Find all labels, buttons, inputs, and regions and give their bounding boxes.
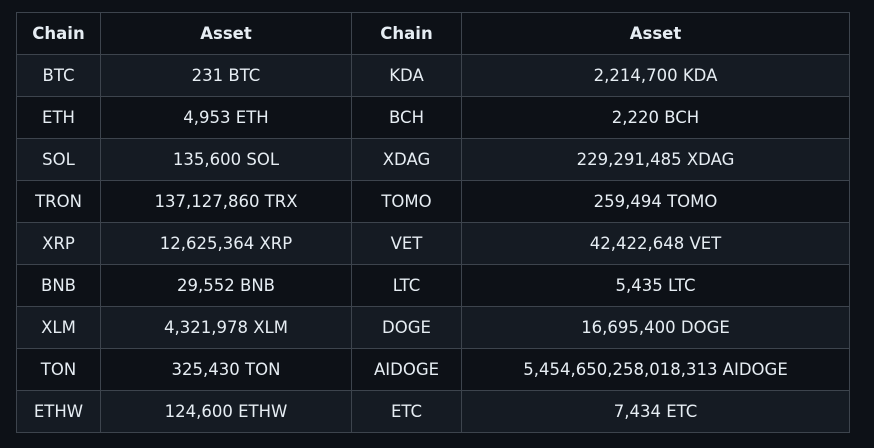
chain-cell: ETHW — [16, 390, 101, 433]
chain-cell-2: VET — [351, 222, 462, 265]
chain-cell-2: TOMO — [351, 180, 462, 223]
asset-cell: 135,600 SOL — [100, 138, 352, 181]
chain-cell-2: AIDOGE — [351, 348, 462, 391]
header-row: Chain Asset Chain Asset — [16, 12, 850, 55]
asset-cell: 4,321,978 XLM — [100, 306, 352, 349]
asset-cell-2: 16,695,400 DOGE — [461, 306, 850, 349]
asset-cell-2: 42,422,648 VET — [461, 222, 850, 265]
column-header-asset: Asset — [100, 12, 352, 55]
table-row: ETH 4,953 ETH BCH 2,220 BCH — [16, 96, 850, 139]
asset-cell: 137,127,860 TRX — [100, 180, 352, 223]
chain-cell: XRP — [16, 222, 101, 265]
asset-cell-2: 229,291,485 XDAG — [461, 138, 850, 181]
chain-cell: TON — [16, 348, 101, 391]
chain-asset-table: Chain Asset Chain Asset BTC 231 BTC KDA 2,2… — [16, 12, 850, 433]
asset-cell: 231 BTC — [100, 54, 352, 97]
table-header: Chain Asset Chain Asset — [16, 12, 850, 55]
table-row: TON 325,430 TON AIDOGE 5,454,650,258,018,31… — [16, 348, 850, 391]
table-row: XRP 12,625,364 XRP VET 42,422,648 VET — [16, 222, 850, 265]
asset-cell: 325,430 TON — [100, 348, 352, 391]
table-row: BTC 231 BTC KDA 2,214,700 KDA — [16, 54, 850, 97]
chain-cell: BNB — [16, 264, 101, 307]
chain-cell-2: LTC — [351, 264, 462, 307]
chain-cell: ETH — [16, 96, 101, 139]
asset-cell-2: 2,214,700 KDA — [461, 54, 850, 97]
table-row: ETHW 124,600 ETHW ETC 7,434 ETC — [16, 390, 850, 433]
chain-cell: SOL — [16, 138, 101, 181]
asset-cell-2: 2,220 BCH — [461, 96, 850, 139]
table-row: BNB 29,552 BNB LTC 5,435 LTC — [16, 264, 850, 307]
chain-cell-2: XDAG — [351, 138, 462, 181]
asset-cell-2: 5,435 LTC — [461, 264, 850, 307]
table-body: BTC 231 BTC KDA 2,214,700 KDA ETH 4,953 ETH BC… — [16, 54, 850, 433]
column-header-chain-2: Chain — [351, 12, 462, 55]
asset-cell: 12,625,364 XRP — [100, 222, 352, 265]
table-row: TRON 137,127,860 TRX TOMO 259,494 TOMO — [16, 180, 850, 223]
column-header-asset-2: Asset — [461, 12, 850, 55]
asset-cell: 4,953 ETH — [100, 96, 352, 139]
asset-cell-2: 5,454,650,258,018,313 AIDOGE — [461, 348, 850, 391]
asset-cell: 29,552 BNB — [100, 264, 352, 307]
chain-cell-2: KDA — [351, 54, 462, 97]
asset-cell-2: 7,434 ETC — [461, 390, 850, 433]
column-header-chain: Chain — [16, 12, 101, 55]
table-row: XLM 4,321,978 XLM DOGE 16,695,400 DOGE — [16, 306, 850, 349]
chain-cell-2: DOGE — [351, 306, 462, 349]
asset-cell-2: 259,494 TOMO — [461, 180, 850, 223]
chain-cell: TRON — [16, 180, 101, 223]
asset-cell: 124,600 ETHW — [100, 390, 352, 433]
chain-cell: BTC — [16, 54, 101, 97]
table-row: SOL 135,600 SOL XDAG 229,291,485 XDAG — [16, 138, 850, 181]
chain-cell: XLM — [16, 306, 101, 349]
chain-cell-2: ETC — [351, 390, 462, 433]
chain-cell-2: BCH — [351, 96, 462, 139]
